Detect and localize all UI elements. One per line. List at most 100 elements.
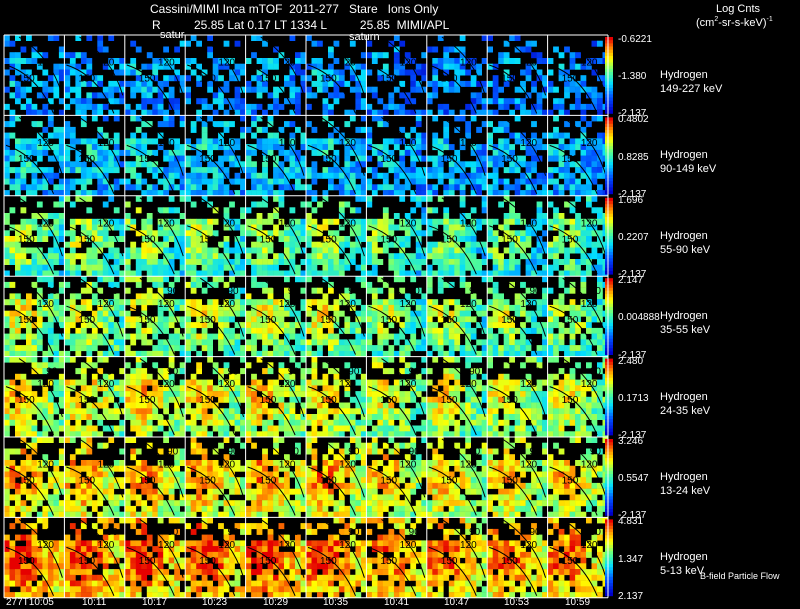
heatmap-pixel <box>443 103 450 110</box>
heatmap-pixel <box>86 414 93 420</box>
heatmap-pixel <box>410 167 417 174</box>
heatmap-pixel <box>240 350 246 357</box>
heatmap-pixel <box>311 299 318 306</box>
heatmap-pixel <box>47 396 54 403</box>
heatmap-pixel <box>31 339 38 346</box>
heatmap-pixel <box>454 419 461 426</box>
heatmap-pixel <box>454 155 461 162</box>
heatmap-pixel <box>201 132 208 139</box>
heatmap-pixel <box>240 241 246 248</box>
heatmap-pixel <box>399 431 406 438</box>
heatmap-pixel <box>53 253 60 260</box>
heatmap-pixel <box>306 230 312 237</box>
heatmap-pixel <box>481 86 488 93</box>
heatmap-pixel <box>580 224 587 231</box>
heatmap-pixel <box>569 190 576 197</box>
heatmap-pixel <box>465 230 471 237</box>
heatmap-pixel <box>465 327 471 334</box>
heatmap-pixel <box>393 69 400 76</box>
heatmap-pixel <box>344 385 351 392</box>
heatmap-pixel <box>141 431 148 438</box>
heatmap-pixel <box>168 58 175 64</box>
heatmap-pixel <box>426 270 433 277</box>
heatmap-pixel <box>333 149 340 156</box>
heatmap-pixel <box>218 190 224 197</box>
contour-line <box>320 36 365 96</box>
heatmap-pixel <box>597 149 603 156</box>
heatmap-pixel <box>525 402 532 409</box>
heatmap-pixel <box>421 379 428 386</box>
heatmap-pixel <box>597 172 603 179</box>
heatmap-pixel <box>267 115 274 122</box>
heatmap-pixel <box>448 327 455 334</box>
contour-label-120: 120 <box>460 218 477 229</box>
heatmap-pixel <box>9 281 16 288</box>
heatmap-pixel <box>108 155 115 162</box>
heatmap-pixel <box>295 218 301 225</box>
heatmap-pixel <box>377 333 384 340</box>
heatmap-pixel <box>487 80 493 87</box>
heatmap-pixel <box>15 92 21 99</box>
heatmap-pixel <box>146 419 153 426</box>
heatmap-pixel <box>520 385 526 392</box>
heatmap-pixel <box>349 138 356 145</box>
heatmap-pixel <box>536 109 543 116</box>
heatmap-pixel <box>240 287 246 294</box>
heatmap-pixel <box>388 253 395 260</box>
heatmap-pixel <box>196 333 202 340</box>
heatmap-pixel <box>190 287 197 294</box>
heatmap-pixel <box>355 299 362 306</box>
heatmap-pixel <box>586 310 592 317</box>
heatmap-pixel <box>421 385 428 392</box>
heatmap-pixel <box>91 167 98 174</box>
heatmap-pixel <box>547 264 554 271</box>
heatmap-pixel <box>26 402 32 409</box>
heatmap-pixel <box>42 184 49 191</box>
heatmap-pixel <box>349 149 356 156</box>
heatmap-pixel <box>558 69 565 76</box>
heatmap-pixel <box>503 396 510 403</box>
heatmap-pixel <box>9 310 16 317</box>
heatmap-pixel <box>179 431 186 438</box>
contour-label-150: 150 <box>380 234 397 245</box>
heatmap-pixel <box>229 310 235 317</box>
heatmap-pixel <box>404 253 411 260</box>
heatmap-pixel <box>454 75 461 82</box>
heatmap-pixel <box>371 270 378 277</box>
heatmap-pixel <box>481 304 488 311</box>
heatmap-pixel <box>311 40 318 47</box>
heatmap-pixel <box>163 431 169 438</box>
heatmap-pixel <box>382 230 389 237</box>
heatmap-pixel <box>130 149 137 156</box>
heatmap-pixel <box>542 339 548 346</box>
heatmap-pixel <box>487 190 493 197</box>
heatmap-pixel <box>300 69 307 76</box>
heatmap-pixel <box>525 310 532 317</box>
heatmap-pixel <box>15 236 21 242</box>
heatmap-pixel <box>306 402 312 409</box>
heatmap-pixel <box>492 431 499 438</box>
contour-label-120: 120 <box>279 138 296 149</box>
heatmap-pixel <box>448 259 455 265</box>
heatmap-pixel <box>575 167 581 174</box>
heatmap-pixel <box>547 58 554 64</box>
heatmap-pixel <box>201 310 208 317</box>
heatmap-pixel <box>553 241 559 248</box>
heatmap-pixel <box>503 149 510 156</box>
heatmap-pixel <box>190 155 197 162</box>
heatmap-pixel <box>492 402 499 409</box>
heatmap-pixel <box>542 270 548 277</box>
heatmap-pixel <box>245 396 252 403</box>
heatmap-pixel <box>492 414 499 420</box>
heatmap-pixel <box>284 310 290 317</box>
heatmap-pixel <box>53 408 60 415</box>
heatmap-pixel <box>306 350 312 357</box>
heatmap-pixel <box>377 236 384 242</box>
heatmap-pixel <box>349 241 356 248</box>
heatmap-pixel <box>47 362 54 369</box>
heatmap-pixel <box>284 172 290 179</box>
heatmap-pixel <box>91 149 98 156</box>
contour-line <box>562 277 607 337</box>
heatmap-pixel <box>459 281 466 288</box>
heatmap-pixel <box>20 86 27 93</box>
